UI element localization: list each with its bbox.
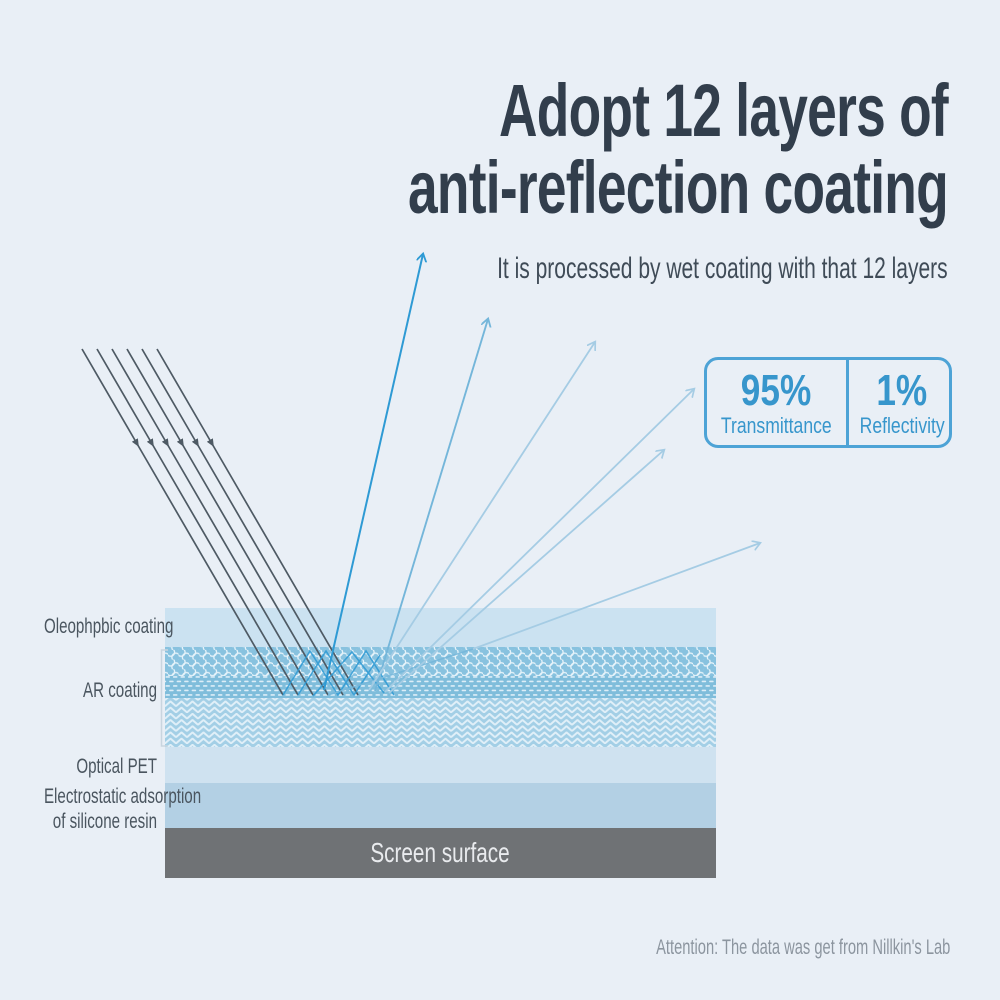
internal-bounce <box>282 649 395 697</box>
incident-rays <box>81 348 359 696</box>
incident-ray <box>126 348 329 696</box>
reflected-ray-bright <box>323 254 423 691</box>
layer-stack: Screen surface <box>160 608 716 878</box>
label-electrostatic-adsorption: Electrostatic adsorption of silicone res… <box>43 785 202 833</box>
title-line-2: anti-reflection coating <box>408 146 949 229</box>
screen-surface-layer <box>165 828 716 878</box>
label-oleophobic-coating: Oleophpbic coating <box>43 615 174 638</box>
reflected-ray-faint <box>384 389 694 693</box>
stats-badge: 95% Transmittance 1% Reflectivity <box>704 357 952 448</box>
reflected-ray-faint <box>388 450 664 694</box>
reflected-rays <box>323 254 760 694</box>
transmittance-cell: 95% Transmittance <box>707 360 849 445</box>
ar-circles-layer <box>165 647 716 676</box>
label-optical-pet: Optical PET <box>76 755 157 778</box>
internal-bounce <box>297 649 381 697</box>
reflectivity-value: 1% <box>876 365 928 415</box>
incident-ray <box>156 348 359 696</box>
transmittance-value: 95% <box>741 365 812 415</box>
transmittance-label: Transmittance <box>720 412 832 438</box>
title-line-1: Adopt 12 layers of <box>499 69 949 152</box>
reflected-ray-faint <box>472 543 760 650</box>
incident-ray <box>96 348 299 696</box>
reflected-ray-medium <box>374 319 488 692</box>
reflected-ray-faint <box>368 342 595 691</box>
attention-note: Attention: The data was get from Nillkin… <box>655 936 950 959</box>
internal-bounce <box>327 648 474 696</box>
page-title: Adopt 12 layers of anti-reflection coati… <box>198 69 949 229</box>
incident-ray <box>141 348 344 696</box>
electrostatic-layer <box>165 783 716 828</box>
ar-dashes-layer <box>165 676 716 698</box>
incident-ray <box>111 348 314 696</box>
oleophobic-layer <box>165 608 716 647</box>
ar-herringbone-layer <box>165 698 716 747</box>
optical-pet-layer <box>165 747 716 783</box>
ar-coating-bracket <box>160 649 168 747</box>
screen-surface-label: Screen surface <box>370 838 509 869</box>
reflectivity-cell: 1% Reflectivity <box>849 360 955 445</box>
reflectivity-label: Reflectivity <box>859 412 945 438</box>
label-ar-coating: AR coating <box>83 679 157 702</box>
incident-ray <box>81 348 284 696</box>
page-subtitle: It is processed by wet coating with that… <box>497 252 948 285</box>
